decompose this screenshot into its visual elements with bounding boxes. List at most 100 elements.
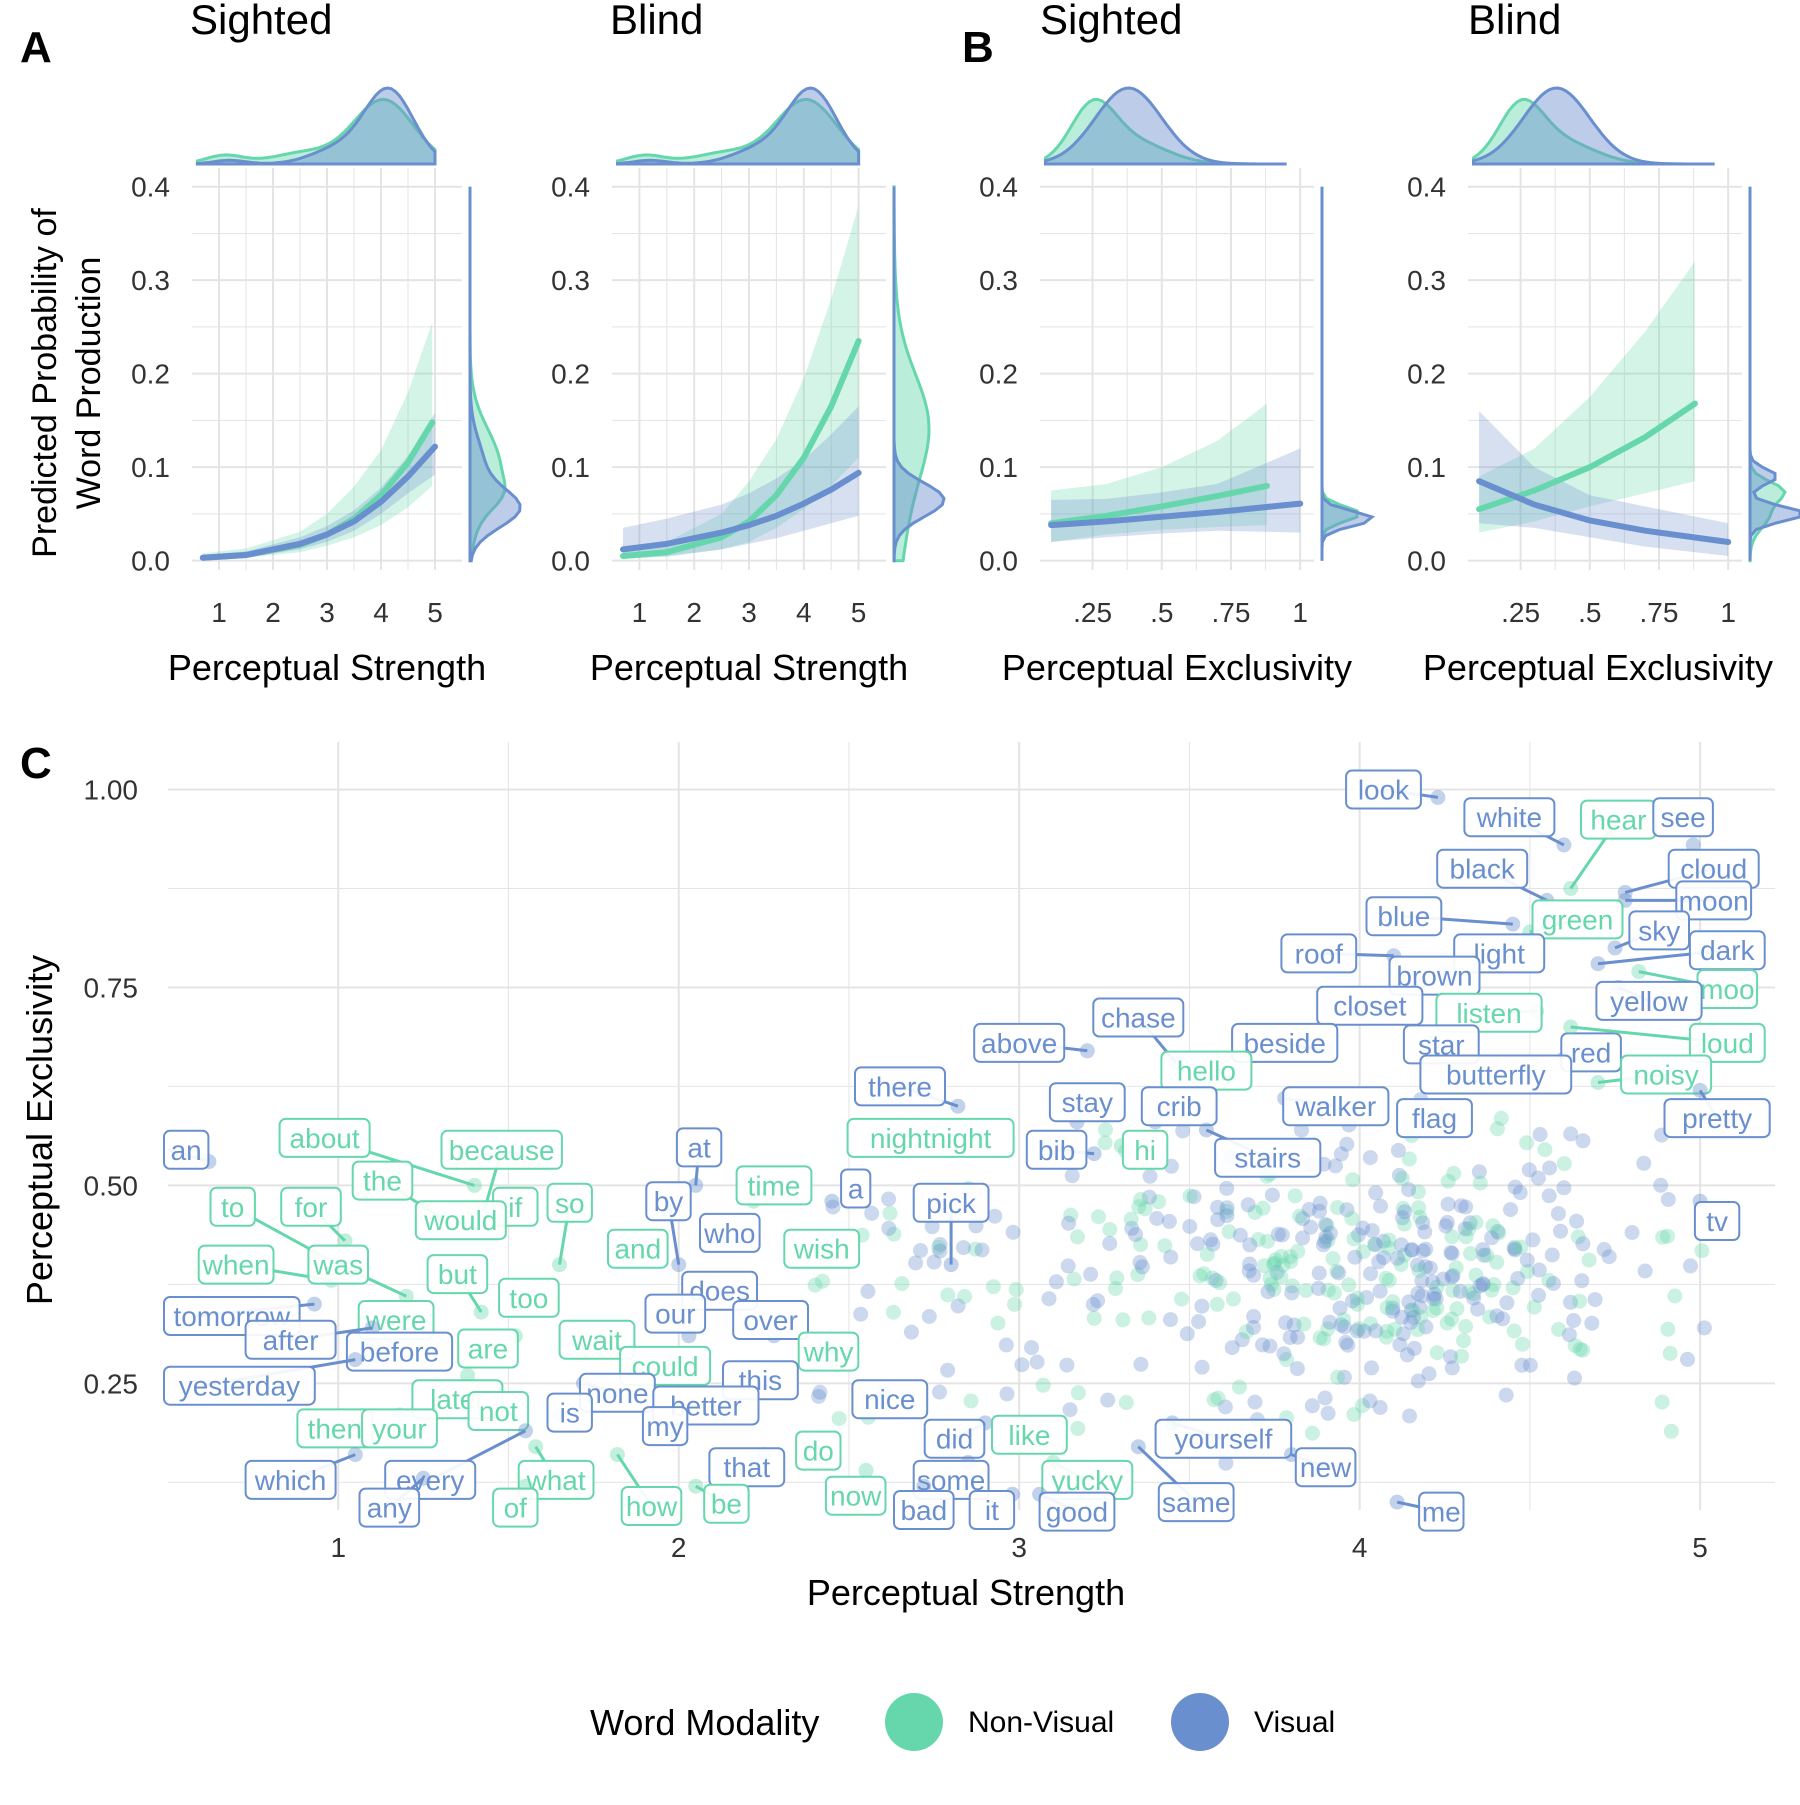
scatter-point [1322, 1315, 1337, 1330]
scatter-point [986, 1279, 1001, 1294]
scatter-point [1091, 1209, 1106, 1224]
scatter-point [1210, 1297, 1225, 1312]
scatter-point [1602, 1249, 1617, 1264]
word-label-hi: hi [1134, 1135, 1156, 1166]
panel-b-sighted-x-tick-label: .25 [1073, 597, 1112, 628]
scatter-point [1061, 1216, 1076, 1231]
scatter-point [1680, 1352, 1695, 1367]
panel-c-x-tick-label: 2 [671, 1532, 687, 1563]
panel-letter-b: B [962, 23, 994, 72]
scatter-point [1345, 1172, 1360, 1187]
word-label-sky: sky [1638, 915, 1680, 946]
scatter-point [1364, 1360, 1379, 1375]
scatter-point [1007, 1297, 1022, 1312]
scatter-point [1024, 1340, 1039, 1355]
scatter-point [1576, 1133, 1591, 1148]
scatter-point [1625, 1225, 1640, 1240]
word-label-that: that [723, 1452, 770, 1483]
scatter-point [1572, 1294, 1587, 1309]
scatter-point [1551, 1206, 1566, 1221]
panel-a-sighted-x-tick-label: 1 [211, 597, 227, 628]
panel-b-blind-x-tick-label: .75 [1640, 597, 1679, 628]
scatter-point [1416, 1244, 1431, 1259]
word-label-now: now [830, 1481, 882, 1512]
word-label-nightnight: nightnight [870, 1123, 992, 1154]
scatter-point [1546, 1276, 1561, 1291]
word-label-light: light [1474, 938, 1526, 969]
panel-a-sighted-y-tick-label: 0.1 [131, 452, 170, 483]
scatter-point [1373, 1199, 1388, 1214]
panel-b-blind-y-tick-label: 0.3 [1407, 265, 1446, 296]
scatter-point [1440, 1316, 1455, 1331]
panel-c-x-tick-label: 4 [1352, 1532, 1368, 1563]
scatter-point [1143, 1169, 1158, 1184]
word-label-by: by [654, 1186, 684, 1217]
panel-c-x-tick-label: 1 [330, 1532, 346, 1563]
scatter-point [1441, 1197, 1456, 1212]
panel-letter-c: C [20, 739, 52, 788]
panel-a-sighted-y-tick-label: 0.0 [131, 546, 170, 577]
word-label-do: do [803, 1436, 834, 1467]
word-label-stairs: stairs [1234, 1143, 1301, 1174]
scatter-point [1317, 1234, 1332, 1249]
scatter-point [1458, 1319, 1473, 1334]
scatter-point [1220, 1200, 1235, 1215]
scatter-point [922, 1309, 937, 1324]
word-label-beside: beside [1243, 1028, 1326, 1059]
scatter-point [1059, 1358, 1074, 1373]
scatter-point [1499, 1388, 1514, 1403]
scatter-point [1694, 1243, 1709, 1258]
scatter-point [1567, 1371, 1582, 1386]
panel-b-blind-x-tick-label: .25 [1501, 597, 1540, 628]
word-label-before: before [360, 1337, 439, 1368]
panel-b-sighted-x-tick-label: 1 [1292, 597, 1308, 628]
scatter-point [1402, 1409, 1417, 1424]
scatter-point [1102, 1222, 1117, 1237]
scatter-point [1350, 1323, 1365, 1338]
word-label-too: too [509, 1283, 548, 1314]
word-label-stay: stay [1062, 1087, 1113, 1118]
scatter-point [1653, 1178, 1668, 1193]
panel-a-sighted-x-tick-label: 5 [427, 597, 443, 628]
panel-a-blind-x-tick-label: 2 [686, 597, 702, 628]
panel-a-blind-top-density-visual [618, 88, 859, 164]
scatter-point [1193, 1268, 1208, 1283]
scatter-point [1454, 1349, 1469, 1364]
scatter-point [1247, 1395, 1262, 1410]
scatter-point [1102, 1236, 1117, 1251]
scatter-point [1313, 1196, 1328, 1211]
scatter-point [1305, 1426, 1320, 1441]
word-label-same: same [1162, 1487, 1230, 1518]
scatter-point [1402, 1152, 1417, 1167]
scatter-point [1655, 1395, 1670, 1410]
scatter-point [1070, 1421, 1085, 1436]
word-label-yellow: yellow [1610, 986, 1689, 1017]
scatter-point [1382, 1273, 1397, 1288]
scatter-point [1575, 1236, 1590, 1251]
panel-c-y-tick-label: 0.75 [84, 972, 139, 1003]
panel-a-sighted-top-density-visual [197, 88, 435, 164]
scatter-point [1495, 1311, 1510, 1326]
word-label-bad: bad [900, 1495, 947, 1526]
word-label-but: but [438, 1259, 477, 1290]
scatter-point [1660, 1229, 1675, 1244]
scatter-point [1499, 1295, 1514, 1310]
word-label-blue: blue [1377, 901, 1430, 932]
scatter-point [1065, 1168, 1080, 1183]
scatter-point [1446, 1166, 1461, 1181]
panel-b-blind-y-tick-label: 0.2 [1407, 359, 1446, 390]
word-label-roof: roof [1295, 938, 1343, 969]
scatter-point [1450, 1301, 1465, 1316]
scatter-point [940, 1363, 955, 1378]
panel-c-y-tick-label: 0.50 [84, 1170, 139, 1201]
scatter-point [1295, 1231, 1310, 1246]
word-label-white: white [1476, 802, 1542, 833]
scatter-point [1162, 1214, 1177, 1229]
scatter-point [1133, 1357, 1148, 1372]
scatter-point [1061, 1258, 1076, 1273]
panel-c-x-tick-label: 3 [1011, 1532, 1027, 1563]
scatter-point [1135, 1259, 1150, 1274]
panel-b-sighted-y-tick-label: 0.4 [979, 172, 1018, 203]
